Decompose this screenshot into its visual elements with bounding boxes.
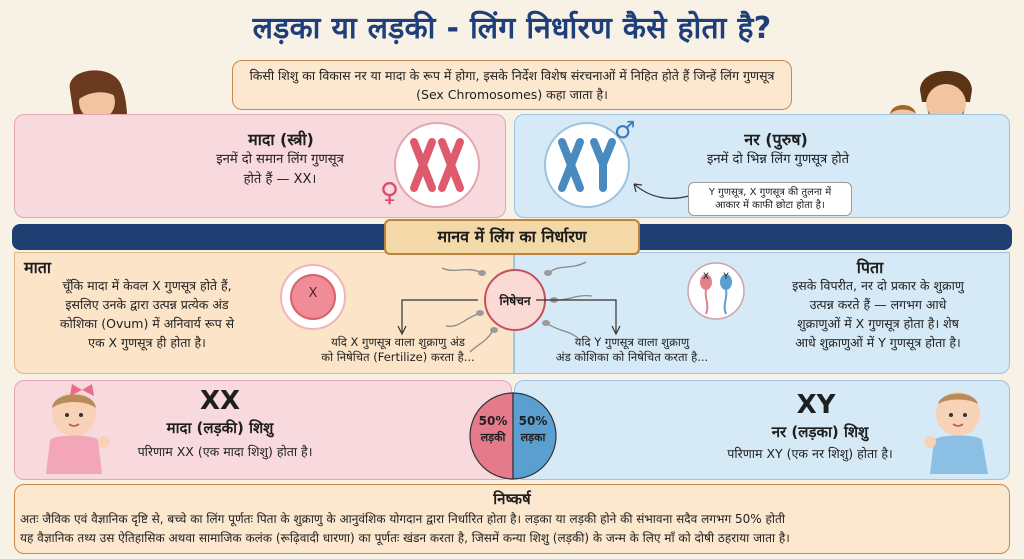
callout-line2: आकार में काफी छोटा होता है।: [715, 200, 825, 211]
page-title: लड़का या लड़की - लिंग निर्धारण कैसे होता…: [252, 11, 772, 46]
girl-heading: मादा (लड़की) शिशु: [166, 419, 274, 437]
intro-box: किसी शिशु का विकास नर या मादा के रूप में…: [232, 60, 792, 110]
baby-boy-illustration: [924, 392, 988, 474]
fertilization-arrows-right: [536, 299, 621, 336]
xy-chromosome-icon: [544, 122, 630, 208]
boy-percent-label: लड़का: [520, 431, 546, 444]
mother-heading: माता: [24, 258, 51, 277]
fertilization-diagram: [441, 261, 593, 353]
girl-code: XX: [199, 386, 241, 416]
section-band-label: मानव में लिंग का निर्धारण: [384, 219, 640, 255]
father-text: इसके विपरीत, नर दो प्रकार के शुक्राणु उत…: [754, 276, 1002, 352]
father-line: इसके विपरीत, नर दो प्रकार के शुक्राणु: [792, 278, 964, 293]
pie-slice-boy: [512, 392, 557, 480]
father-heading: पिता: [856, 258, 884, 277]
y-case-line1: यदि Y गुणसूत्र वाला शुक्राणु: [574, 335, 690, 349]
mother-line: कोशिका (Ovum) में अनिवार्य रूप से: [59, 316, 235, 331]
fertilization-label: निषेचन: [499, 294, 531, 308]
callout-arrow-icon: [633, 183, 693, 199]
girl-percent: 50%: [478, 414, 508, 428]
pie-slice-girl: [469, 392, 514, 480]
baby-girl-illustration: [46, 384, 110, 474]
x-case-line1: यदि X गुणसूत्र वाला शुक्राणु अंड: [331, 335, 465, 349]
mother-line: चूँकि मादा में केवल X गुणसूत्र होते हैं,: [62, 278, 232, 293]
male-symbol-icon: ♂: [614, 116, 636, 144]
girl-percent-label: लड़की: [480, 431, 506, 444]
female-heading: मादा (स्त्री): [248, 130, 314, 149]
probability-pie: [469, 392, 557, 480]
father-panel: [514, 252, 1010, 374]
girl-text: परिणाम XX (एक मादा शिशु) होता है।: [137, 444, 313, 459]
mother-panel: [14, 252, 514, 374]
conclusion-line2: यह वैज्ञानिक तथ्य उस ऐतिहासिक अथवा सामाज…: [20, 531, 790, 545]
father-line: उत्पन्न करते हैं — लगभग आधे: [809, 297, 947, 312]
boy-text: परिणाम XY (एक नर शिशु) होता है।: [727, 446, 893, 461]
mother-line: एक X गुणसूत्र ही होता है।: [88, 335, 206, 350]
male-heading: नर (पुरुष): [744, 130, 808, 149]
boy-heading: नर (लड़का) शिशु: [771, 423, 869, 441]
male-text: इनमें दो भिन्न लिंग गुणसूत्र होते: [706, 152, 850, 167]
y-case-line2: अंड कोशिका को निषेचित करता है...: [555, 350, 709, 364]
conclusion-line1: अतः जैविक एवं वैज्ञानिक दृष्टि से, बच्चे…: [20, 512, 785, 526]
female-symbol-icon: ♀: [380, 178, 400, 208]
conclusion-panel: [14, 484, 1010, 554]
callout-line1: Y गुणसूत्र, X गुणसूत्र की तुलना में: [708, 187, 832, 198]
female-text-line1: इनमें दो समान लिंग गुणसूत्र: [216, 152, 344, 167]
egg-cell-icon: [280, 264, 346, 330]
egg-label: X: [308, 286, 318, 301]
mother-text: चूँकि मादा में केवल X गुणसूत्र होते हैं,…: [22, 276, 272, 352]
father-line: शुक्राणुओं में X गुणसूत्र होता है। शेष: [797, 316, 959, 331]
father-line: आधे शुक्राणुओं में Y गुणसूत्र होता है।: [795, 335, 961, 350]
x-case-line2: को निषेचित (Fertilize) करता है...: [321, 350, 475, 364]
female-text-line2: होते हैं — XX।: [243, 172, 317, 187]
sperm-pair-icon: [687, 262, 745, 320]
sperm-y-label: Y: [723, 272, 729, 282]
boy-percent: 50%: [518, 414, 548, 428]
sperm-x-label: X: [702, 272, 710, 282]
mother-line: इसलिए उनके द्वारा उत्पन्न प्रत्येक अंड: [65, 297, 229, 312]
conclusion-text: अतः जैविक एवं वैज्ञानिक दृष्टि से, बच्चे…: [20, 510, 1004, 548]
x-fertilize-text: यदि X गुणसूत्र वाला शुक्राणु अंड को निषे…: [288, 335, 508, 365]
xx-chromosome-icon: [394, 122, 480, 208]
y-size-callout: Y गुणसूत्र, X गुणसूत्र की तुलना में आकार…: [688, 182, 852, 216]
boy-code: XY: [796, 390, 836, 420]
fertilization-arrows: [397, 299, 478, 336]
conclusion-heading: निष्कर्ष: [493, 490, 531, 508]
y-fertilize-text: यदि Y गुणसूत्र वाला शुक्राणु अंड कोशिका …: [522, 335, 742, 365]
boy-result-panel: [514, 380, 1010, 480]
